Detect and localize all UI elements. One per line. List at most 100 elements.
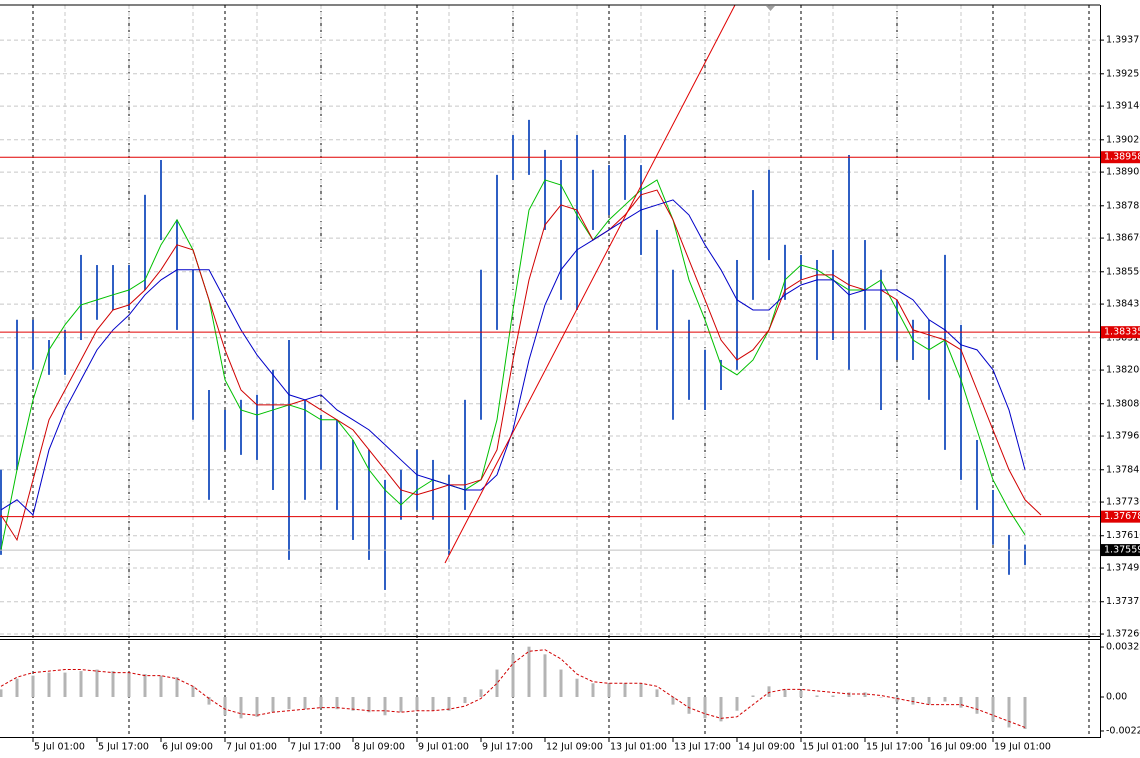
histogram-bar xyxy=(831,695,835,697)
histogram-bar xyxy=(847,692,851,697)
histogram-bar xyxy=(447,696,451,711)
histogram-bar xyxy=(687,696,691,714)
y-tick-label: 1.38080 xyxy=(1106,398,1140,409)
x-tick-label: 8 Jul 09:00 xyxy=(354,742,405,753)
y-tick-label: 1.37260 xyxy=(1106,629,1140,640)
x-tick-label: 12 Jul 09:00 xyxy=(546,742,603,753)
histogram-bar xyxy=(207,696,211,705)
histogram-bar xyxy=(527,646,531,697)
x-tick-label: 7 Jul 17:00 xyxy=(290,742,341,753)
y-tick-label: 1.37965 xyxy=(1106,431,1140,442)
x-tick-label: 9 Jul 17:00 xyxy=(482,742,533,753)
x-tick-label: 9 Jul 01:00 xyxy=(418,742,469,753)
histogram-bar xyxy=(511,654,515,697)
histogram-bar xyxy=(991,696,995,722)
histogram-bar xyxy=(943,696,947,702)
y-tick-label: 1.39255 xyxy=(1106,68,1140,79)
histogram-bar xyxy=(543,654,547,697)
histogram-bar xyxy=(879,696,883,698)
y-tick-label: 1.38905 xyxy=(1106,167,1140,178)
x-tick-label: 13 Jul 01:00 xyxy=(610,742,667,753)
histogram-bar xyxy=(159,675,163,697)
y-tick-label: 1.37610 xyxy=(1106,530,1140,541)
histogram-bar xyxy=(671,696,675,705)
histogram-bar xyxy=(319,696,323,708)
y-tick-label: 1.39375 xyxy=(1106,35,1140,46)
level-label-box xyxy=(1101,510,1140,523)
histogram-bar xyxy=(335,696,339,710)
histogram-bar xyxy=(719,696,723,722)
shift-marker xyxy=(766,6,775,11)
x-tick-label: 14 Jul 09:00 xyxy=(738,742,795,753)
histogram-bar xyxy=(95,669,99,697)
histogram-bar xyxy=(79,671,83,697)
histogram-bar xyxy=(591,683,595,697)
y-tick-label: 1.39140 xyxy=(1106,101,1140,112)
histogram-bar xyxy=(495,669,499,697)
histogram-bar xyxy=(255,696,259,717)
x-tick-label: 5 Jul 01:00 xyxy=(34,742,85,753)
histogram-bar xyxy=(415,696,419,711)
last-price-label: 1.37559 xyxy=(1104,545,1140,556)
y-tick-label: 1.37375 xyxy=(1106,596,1140,607)
signal-line xyxy=(0,649,1026,728)
histogram-bar xyxy=(751,695,755,697)
histogram-bar xyxy=(287,696,291,710)
histogram-bar xyxy=(431,696,435,711)
x-tick-label: 19 Jul 01:00 xyxy=(994,742,1051,753)
marks-layer xyxy=(0,119,1100,729)
histogram-bar xyxy=(111,671,115,697)
histogram-bar xyxy=(47,672,51,697)
y-tick-label: 1.37730 xyxy=(1106,497,1140,508)
histogram-bar xyxy=(351,696,355,711)
y-tick-label: 1.38785 xyxy=(1106,200,1140,211)
histogram-bar xyxy=(767,686,771,697)
histogram-bar xyxy=(399,696,403,713)
histogram-bar xyxy=(703,696,707,719)
histogram-bar xyxy=(127,672,131,697)
histogram-bar xyxy=(927,696,931,705)
histogram-bar xyxy=(239,696,243,719)
last-price-box xyxy=(1101,544,1140,557)
x-tick-label: 16 Jul 09:00 xyxy=(930,742,987,753)
histogram-bar xyxy=(223,696,227,716)
y-tick-label: -0.00223 xyxy=(1106,725,1140,736)
histogram-bar xyxy=(1023,696,1027,729)
histogram-bar xyxy=(15,678,19,697)
histogram-bar xyxy=(559,669,563,697)
histogram-bar xyxy=(799,690,803,697)
histogram-bar xyxy=(655,689,659,697)
x-tick-label: 15 Jul 17:00 xyxy=(866,742,923,753)
level-label: 1.37678 xyxy=(1104,511,1140,522)
histogram-bar xyxy=(575,678,579,697)
level-label-box xyxy=(1101,326,1140,339)
histogram-bar xyxy=(895,696,899,702)
level-label: 1.38958 xyxy=(1104,152,1140,163)
x-tick-label: 7 Jul 01:00 xyxy=(226,742,277,753)
trend-line xyxy=(444,4,736,564)
histogram-bar xyxy=(175,677,179,697)
histogram-bar xyxy=(735,696,739,711)
histogram-bar xyxy=(271,696,275,713)
histogram-bar xyxy=(383,696,387,716)
histogram-bar xyxy=(783,689,787,697)
histogram-bar xyxy=(31,675,35,697)
histogram-bar xyxy=(143,674,147,697)
moving-average-line xyxy=(0,199,1026,516)
x-tick-label: 6 Jul 09:00 xyxy=(162,742,213,753)
y-tick-label: 0.00 xyxy=(1106,691,1127,702)
histogram-bar xyxy=(367,696,371,713)
x-tick-label: 13 Jul 17:00 xyxy=(674,742,731,753)
histogram-bar xyxy=(1007,696,1011,728)
y-tick-label: 1.39020 xyxy=(1106,134,1140,145)
labels-layer: 5 Jul 01:00 5 Jul 17:00 6 Jul 09:00 7 Jul 0… xyxy=(32,35,1140,753)
histogram-bar xyxy=(607,683,611,697)
y-tick-label: 1.38550 xyxy=(1106,266,1140,277)
histogram-bar xyxy=(815,695,819,697)
histogram-bar xyxy=(479,689,483,697)
histogram-bar xyxy=(0,689,3,697)
histogram-bar xyxy=(63,672,67,697)
histogram-bar xyxy=(959,696,963,708)
